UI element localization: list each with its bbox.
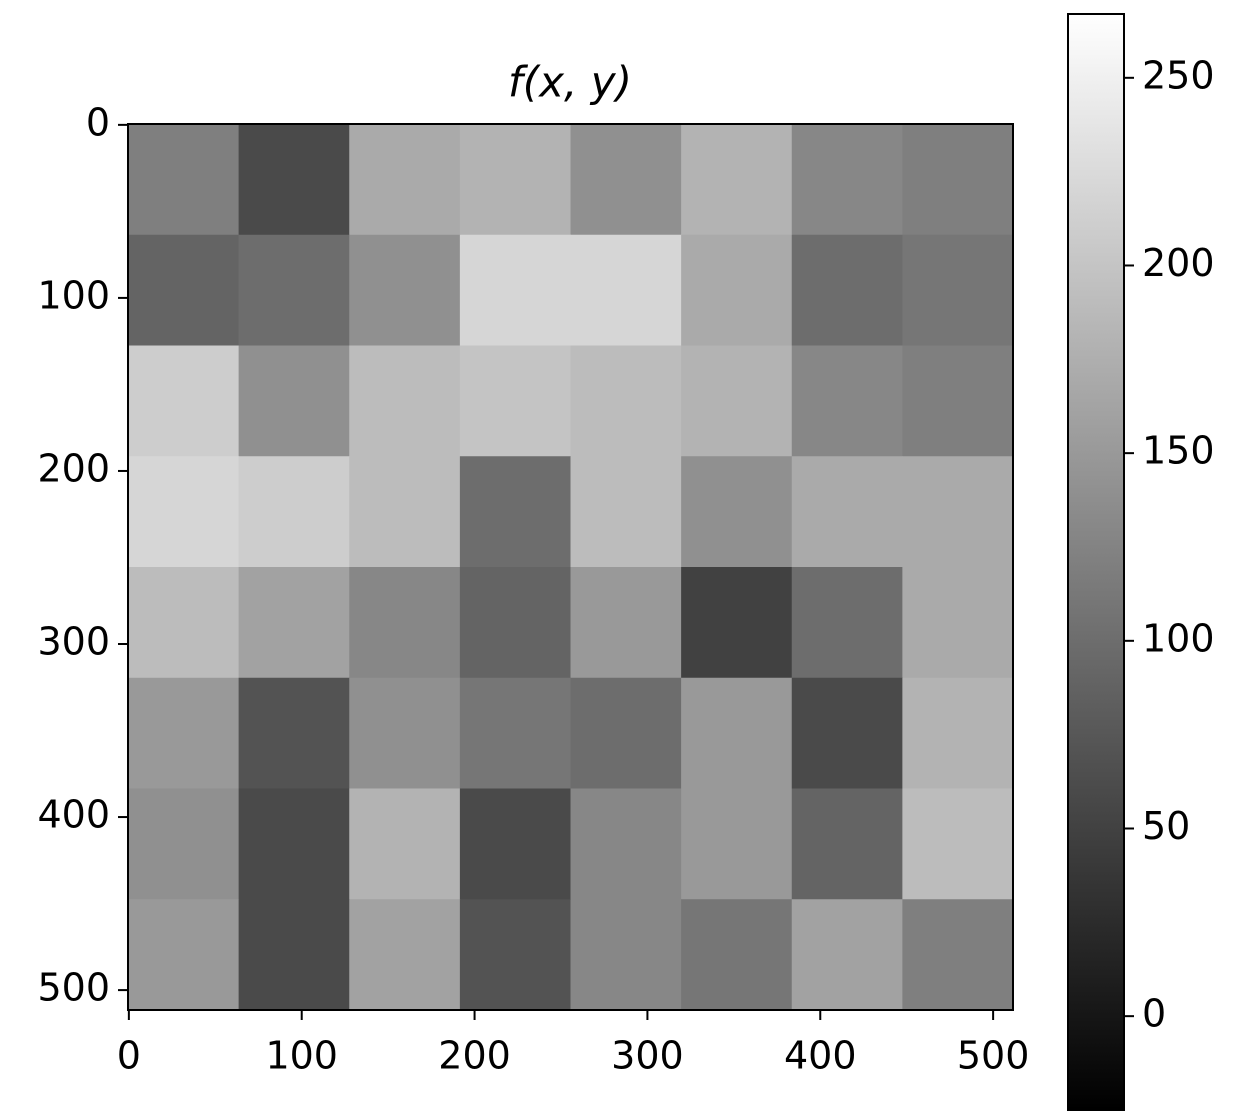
y-tick-label: 200 [37,446,110,490]
y-tick-label: 300 [37,620,110,664]
cell [570,345,682,457]
y-tick-label: 100 [37,273,110,317]
axes-frame [127,123,1014,1011]
cell [459,456,571,568]
cell [459,345,571,457]
cell [681,456,793,568]
cell [128,345,240,457]
cell [349,345,461,457]
cell [902,567,1013,679]
cell [791,456,903,568]
cell [238,567,350,679]
cell [902,788,1013,900]
cell [570,899,682,1010]
cell [791,345,903,457]
cell [459,234,571,346]
y-tick-label: 500 [37,966,110,1010]
cell [349,124,461,236]
cell [570,567,682,679]
cell [128,567,240,679]
cell [902,677,1013,789]
cell [902,124,1013,236]
cell [791,899,903,1010]
cell [681,567,793,679]
cell [349,899,461,1010]
cell [128,234,240,346]
colorbar-tick-label: 150 [1142,429,1215,473]
cell [349,456,461,568]
cell [349,567,461,679]
y-tick-label: 400 [37,793,110,837]
colorbar-tick-label: 250 [1142,53,1215,97]
x-tick-label: 400 [784,1034,857,1078]
chart-title: f(x, y) [508,58,632,107]
cell [902,234,1013,346]
image [128,124,1013,1010]
cell [238,456,350,568]
cell [238,788,350,900]
cell [238,899,350,1010]
cell [791,234,903,346]
cell [570,456,682,568]
cell [902,456,1013,568]
cell [349,234,461,346]
cell [681,899,793,1010]
cell [128,677,240,789]
cell [681,677,793,789]
cell [902,899,1013,1010]
cell [791,677,903,789]
colorbar-tick-label: 50 [1142,804,1190,848]
cell [570,234,682,346]
cell [570,677,682,789]
cell [681,345,793,457]
x-tick-label: 300 [611,1034,684,1078]
cell [128,788,240,900]
colorbar-tick-label: 200 [1142,241,1215,285]
cell [238,124,350,236]
cell [459,677,571,789]
cell [681,124,793,236]
cell [349,788,461,900]
cell [238,677,350,789]
x-tick-label: 500 [957,1034,1030,1078]
cell [128,899,240,1010]
cell [128,124,240,236]
cell [791,567,903,679]
cell [238,345,350,457]
cell [570,124,682,236]
cell [681,788,793,900]
cell [459,788,571,900]
x-tick-label: 0 [117,1034,141,1078]
cell [570,788,682,900]
x-tick-label: 100 [265,1034,338,1078]
cell [128,456,240,568]
colorbar-tick-label: 100 [1142,616,1215,660]
colorbar-tick-label: 0 [1142,992,1166,1036]
cell [902,345,1013,457]
cell [791,788,903,900]
cell [459,567,571,679]
cell [791,124,903,236]
cell [459,899,571,1010]
cell [238,234,350,346]
x-tick-label: 200 [438,1034,511,1078]
colorbar [1067,13,1125,1111]
cell [349,677,461,789]
y-tick-label: 0 [86,100,110,144]
cell [459,124,571,236]
cell [681,234,793,346]
